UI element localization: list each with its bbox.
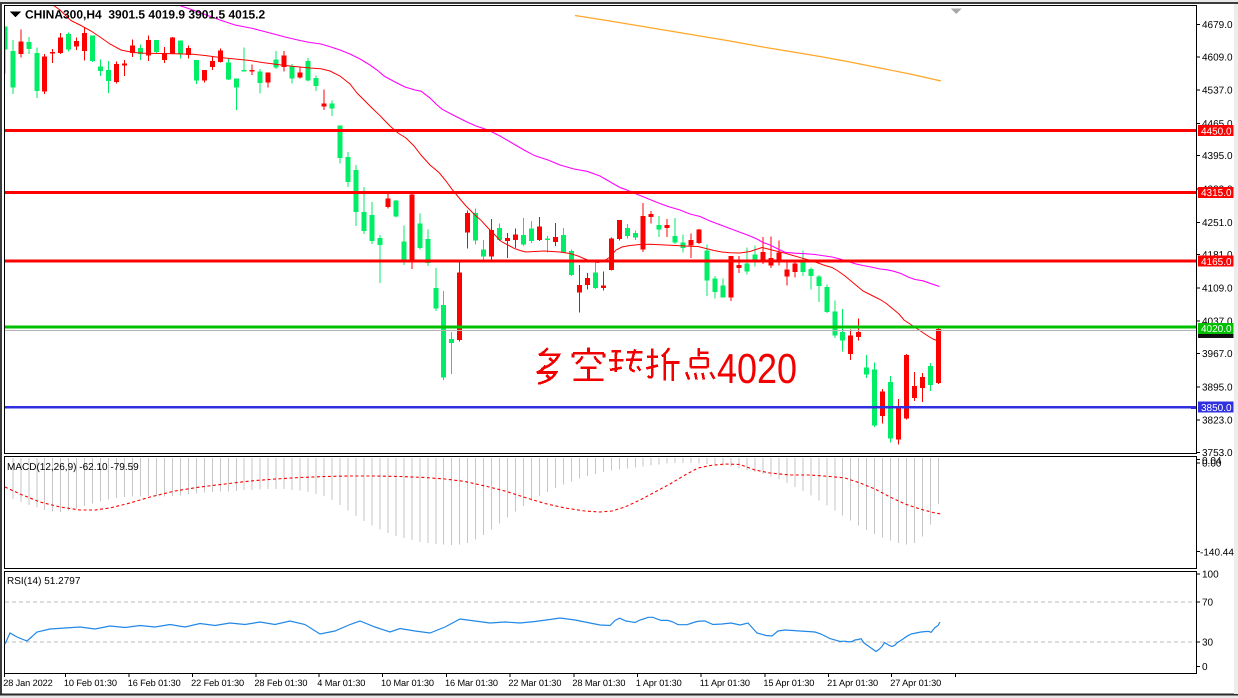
svg-text:28 Jan 2022: 28 Jan 2022 [3, 678, 52, 688]
svg-text:4165.0: 4165.0 [1201, 257, 1232, 268]
svg-text:RSI(14) 51.2797: RSI(14) 51.2797 [7, 576, 81, 587]
svg-text:4 Mar 01:30: 4 Mar 01:30 [317, 678, 365, 688]
svg-text:16 Mar 01:30: 16 Mar 01:30 [445, 678, 498, 688]
svg-text:3753.0: 3753.0 [1202, 448, 1233, 459]
svg-text:28 Mar 01:30: 28 Mar 01:30 [572, 678, 625, 688]
svg-text:30: 30 [1202, 638, 1214, 649]
svg-text:100: 100 [1202, 570, 1219, 581]
svg-text:0.04: 0.04 [1202, 456, 1222, 467]
svg-text:0.00: 0.00 [1202, 459, 1222, 470]
svg-text:4465.0: 4465.0 [1202, 119, 1233, 130]
svg-text:28 Feb 01:30: 28 Feb 01:30 [254, 678, 307, 688]
svg-text:4679.0: 4679.0 [1202, 20, 1233, 31]
svg-text:27 Apr 01:30: 27 Apr 01:30 [890, 678, 941, 688]
svg-text:11 Apr 01:30: 11 Apr 01:30 [700, 678, 750, 688]
svg-text:3850.0: 3850.0 [1201, 403, 1232, 414]
svg-text:16 Feb 01:30: 16 Feb 01:30 [128, 678, 181, 688]
svg-text:10 Mar 01:30: 10 Mar 01:30 [381, 678, 434, 688]
svg-text:4109.0: 4109.0 [1202, 283, 1233, 294]
svg-text:21 Apr 01:30: 21 Apr 01:30 [827, 678, 878, 688]
svg-text:15 Apr 01:30: 15 Apr 01:30 [763, 678, 814, 688]
svg-text:4609.0: 4609.0 [1202, 52, 1233, 63]
svg-text:4450.0: 4450.0 [1201, 126, 1232, 137]
svg-text:3967.0: 3967.0 [1202, 349, 1233, 360]
svg-text:4020: 4020 [717, 345, 797, 392]
svg-text:22 Mar 01:30: 22 Mar 01:30 [508, 678, 561, 688]
svg-text:4395.0: 4395.0 [1202, 151, 1233, 162]
svg-text:22 Feb 01:30: 22 Feb 01:30 [191, 678, 244, 688]
svg-text:4315.0: 4315.0 [1201, 188, 1232, 199]
svg-text:70: 70 [1202, 597, 1214, 608]
svg-text:3823.0: 3823.0 [1202, 416, 1233, 427]
svg-text:1 Apr 01:30: 1 Apr 01:30 [636, 678, 682, 688]
svg-text:3895.0: 3895.0 [1202, 382, 1233, 393]
svg-text:4020.0: 4020.0 [1201, 324, 1232, 335]
svg-text:0: 0 [1202, 662, 1208, 673]
svg-text:4537.0: 4537.0 [1202, 86, 1233, 97]
svg-text:4251.0: 4251.0 [1202, 218, 1233, 229]
svg-text:4037.0: 4037.0 [1202, 317, 1233, 328]
svg-text:-140.44: -140.44 [1200, 548, 1234, 559]
svg-text:CHINA300,H4 3901.5 4019.9 390: CHINA300,H4 3901.5 4019.9 3901.5 4015.2 [25, 8, 266, 22]
svg-text:MACD(12,26,9) -62.10 -79.59: MACD(12,26,9) -62.10 -79.59 [7, 462, 139, 473]
svg-text:10 Feb 01:30: 10 Feb 01:30 [64, 678, 117, 688]
